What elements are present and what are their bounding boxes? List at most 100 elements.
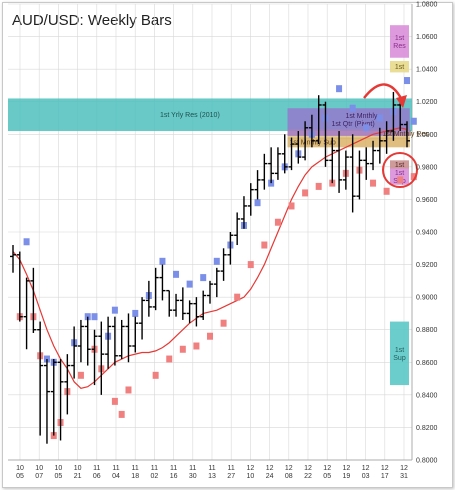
ohlc-bar — [349, 134, 356, 213]
ohlc-bar — [268, 147, 275, 184]
x-tick-label-day: 31 — [400, 473, 408, 480]
yearly-resistance-label: 1st Yrly Res (2010) — [160, 112, 220, 119]
red-marker — [193, 342, 200, 350]
ohlc-bar — [356, 150, 363, 200]
ohlc-bar — [234, 212, 241, 246]
x-tick-label-year: 12 — [323, 465, 331, 472]
x-tick-label-day: 16 — [170, 473, 178, 480]
ohlc-bar — [145, 280, 152, 317]
ohlc-bar — [404, 121, 410, 148]
ohlc-bar — [173, 293, 180, 317]
side-level-box — [390, 321, 409, 386]
blue-marker — [404, 77, 410, 85]
side-level-box — [390, 160, 409, 169]
red-marker — [274, 218, 281, 226]
ohlc-bar — [390, 91, 397, 141]
y-tick-label: 0.8000 — [416, 458, 438, 465]
monthly-resistance-label: 1st Mnthly Res — [383, 131, 430, 138]
ohlc-bar — [227, 232, 234, 265]
ohlc-bar — [111, 316, 118, 366]
x-tick-label-year: 12 — [400, 465, 408, 472]
monthly-top-label: 1st Mnthly — [346, 113, 378, 120]
y-axis-ticks: 1.0800 1.0600 1.0400 1.0200 1.0000 0.9800 0.96… — [416, 2, 438, 465]
ohlc-bar — [37, 321, 44, 436]
y-tick-label: 1.0400 — [416, 67, 438, 74]
ohlc-bar — [16, 251, 23, 322]
blue-marker — [254, 199, 261, 207]
monthly-support-band — [287, 137, 410, 148]
x-tick-label-year: 11 — [189, 465, 196, 472]
red-marker — [302, 189, 309, 197]
ohlc-bar — [281, 134, 288, 174]
ohlc-bar — [23, 277, 30, 350]
blue-marker — [376, 114, 383, 122]
y-tick-label: 0.8400 — [416, 392, 438, 399]
blue-marker — [363, 124, 370, 132]
side-level-box — [390, 25, 409, 58]
ohlc-bar — [315, 95, 322, 145]
ohlc-bar — [30, 267, 37, 333]
y-tick-label: 1.0000 — [416, 132, 438, 139]
ohlc-bar — [247, 183, 254, 216]
x-tick-label-year: 11 — [93, 465, 100, 472]
side-level-label: Res — [393, 43, 406, 50]
red-marker — [166, 355, 173, 363]
y-tick-label: 0.8600 — [416, 360, 438, 367]
x-tick-label-year: 12 — [304, 465, 312, 472]
x-tick-label-year: 11 — [170, 465, 177, 472]
ohlc-bar — [200, 290, 207, 320]
x-tick-label-day: 08 — [285, 473, 293, 480]
blue-marker — [336, 85, 343, 93]
ohlc-bar — [220, 248, 227, 281]
x-tick-label-day: 13 — [208, 473, 216, 480]
x-tick-label-year: 11 — [151, 465, 158, 472]
red-marker — [118, 410, 125, 418]
ohlc-bar — [342, 150, 349, 190]
red-marker — [220, 319, 227, 327]
x-tick-label-year: 12 — [343, 465, 351, 472]
red-marker — [207, 332, 213, 340]
ohlc-bar — [166, 289, 173, 317]
ohlc-bar — [43, 359, 50, 444]
side-level-box — [390, 61, 409, 73]
blue-marker — [173, 270, 180, 278]
ohlc-bar — [193, 297, 200, 327]
blue-marker — [200, 274, 207, 282]
red-marker — [247, 261, 254, 269]
side-level-label: Sup — [393, 355, 406, 362]
ohlc-bar-layer — [10, 91, 410, 444]
y-tick-label: 0.9800 — [416, 164, 438, 171]
x-tick-label-year: 12 — [266, 465, 274, 472]
side-level-label: 1st — [395, 35, 404, 42]
quarterly-label: 1st Qtr (Pivot) — [332, 121, 375, 128]
blue-marker — [159, 257, 166, 265]
ohlc-bar — [50, 359, 57, 436]
red-marker — [234, 293, 241, 301]
x-tick-label-year: 12 — [362, 465, 370, 472]
x-tick-label-year: 10 — [16, 465, 24, 472]
y-tick-label: 0.8800 — [416, 327, 438, 334]
y-tick-label: 0.9000 — [416, 295, 438, 302]
ohlc-bar — [302, 121, 309, 161]
ohlc-bar — [84, 316, 91, 366]
ohlc-bar — [105, 316, 112, 369]
red-marker — [111, 397, 118, 405]
chart-title: AUD/USD: Weekly Bars — [12, 12, 172, 29]
y-tick-label: 0.9400 — [416, 230, 438, 237]
ohlc-bar — [77, 319, 84, 363]
x-tick-label-year: 10 — [74, 465, 82, 472]
y-tick-label: 0.9200 — [416, 262, 438, 269]
ohlc-bar — [71, 326, 78, 379]
ohlc-bar — [370, 140, 377, 171]
support-highlight-circle — [382, 152, 418, 188]
ohlc-bar — [98, 321, 105, 395]
y-tick-label: 1.0800 — [416, 2, 438, 9]
blue-marker — [349, 104, 356, 112]
x-tick-label-year: 12 — [247, 465, 255, 472]
y-tick-label: 0.9600 — [416, 197, 438, 204]
x-tick-label-day: 22 — [304, 473, 312, 480]
ohlc-bar — [329, 137, 336, 184]
red-marker — [383, 187, 390, 195]
reversal-arrow-head — [396, 95, 407, 108]
